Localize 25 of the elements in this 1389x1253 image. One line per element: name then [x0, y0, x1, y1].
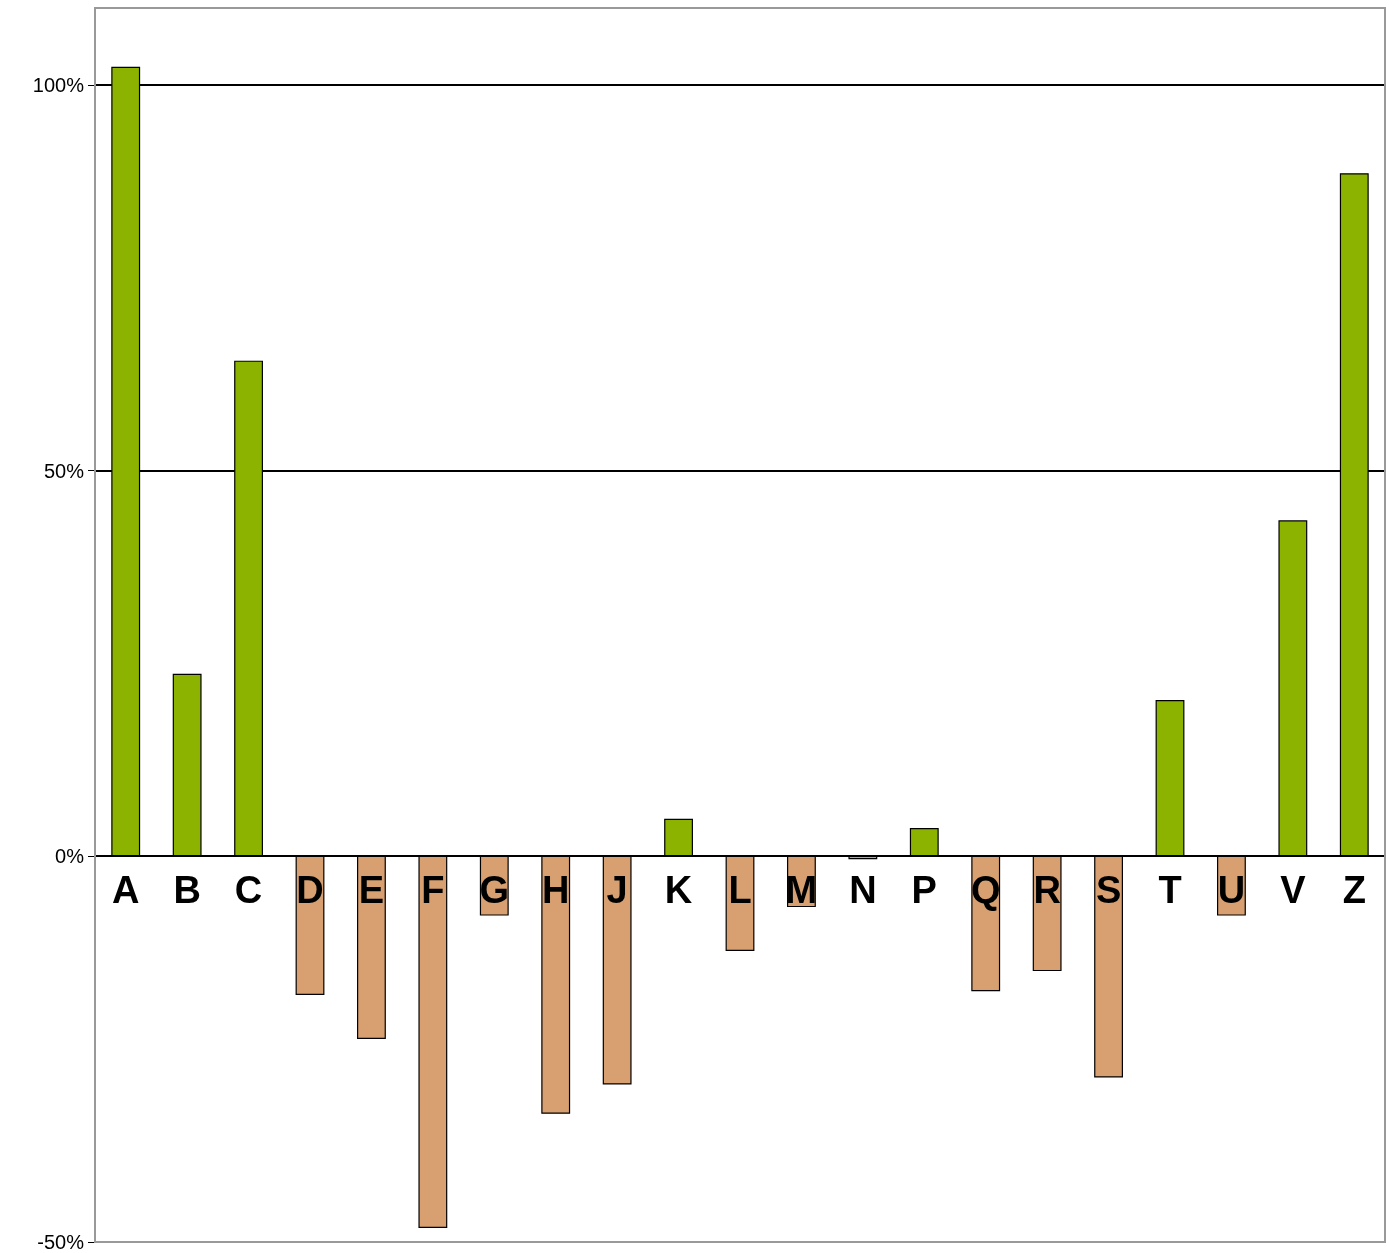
y-tick-label: 0% — [55, 845, 85, 868]
x-tick-label: A — [111, 868, 140, 911]
x-tick-label: P — [911, 868, 937, 911]
x-tick-label: F — [421, 868, 445, 911]
x-tick-label: S — [1095, 868, 1122, 911]
x-tick-label: L — [728, 868, 752, 911]
y-tick-label: 100% — [32, 74, 85, 97]
x-tick-label: M — [785, 868, 818, 911]
x-tick-label: N — [849, 868, 877, 911]
x-tick-label: R — [1033, 868, 1061, 911]
x-tick-label: J — [606, 868, 628, 911]
y-tick-label: -50% — [37, 1231, 85, 1253]
x-tick-label: D — [296, 868, 324, 911]
x-tick-label: Z — [1342, 868, 1366, 911]
x-tick-label: T — [1158, 868, 1182, 911]
x-tick-label: Q — [970, 868, 1001, 911]
x-tick-label: U — [1217, 868, 1246, 911]
x-tick-label: B — [173, 868, 201, 911]
x-tick-label: H — [541, 868, 570, 911]
y-tick-label: 50% — [43, 459, 85, 482]
x-tick-label: K — [664, 868, 693, 911]
x-tick-label: G — [479, 868, 510, 911]
x-tick-label: V — [1280, 868, 1307, 911]
x-tick-label: C — [234, 868, 263, 911]
x-tick-label: E — [358, 868, 385, 911]
